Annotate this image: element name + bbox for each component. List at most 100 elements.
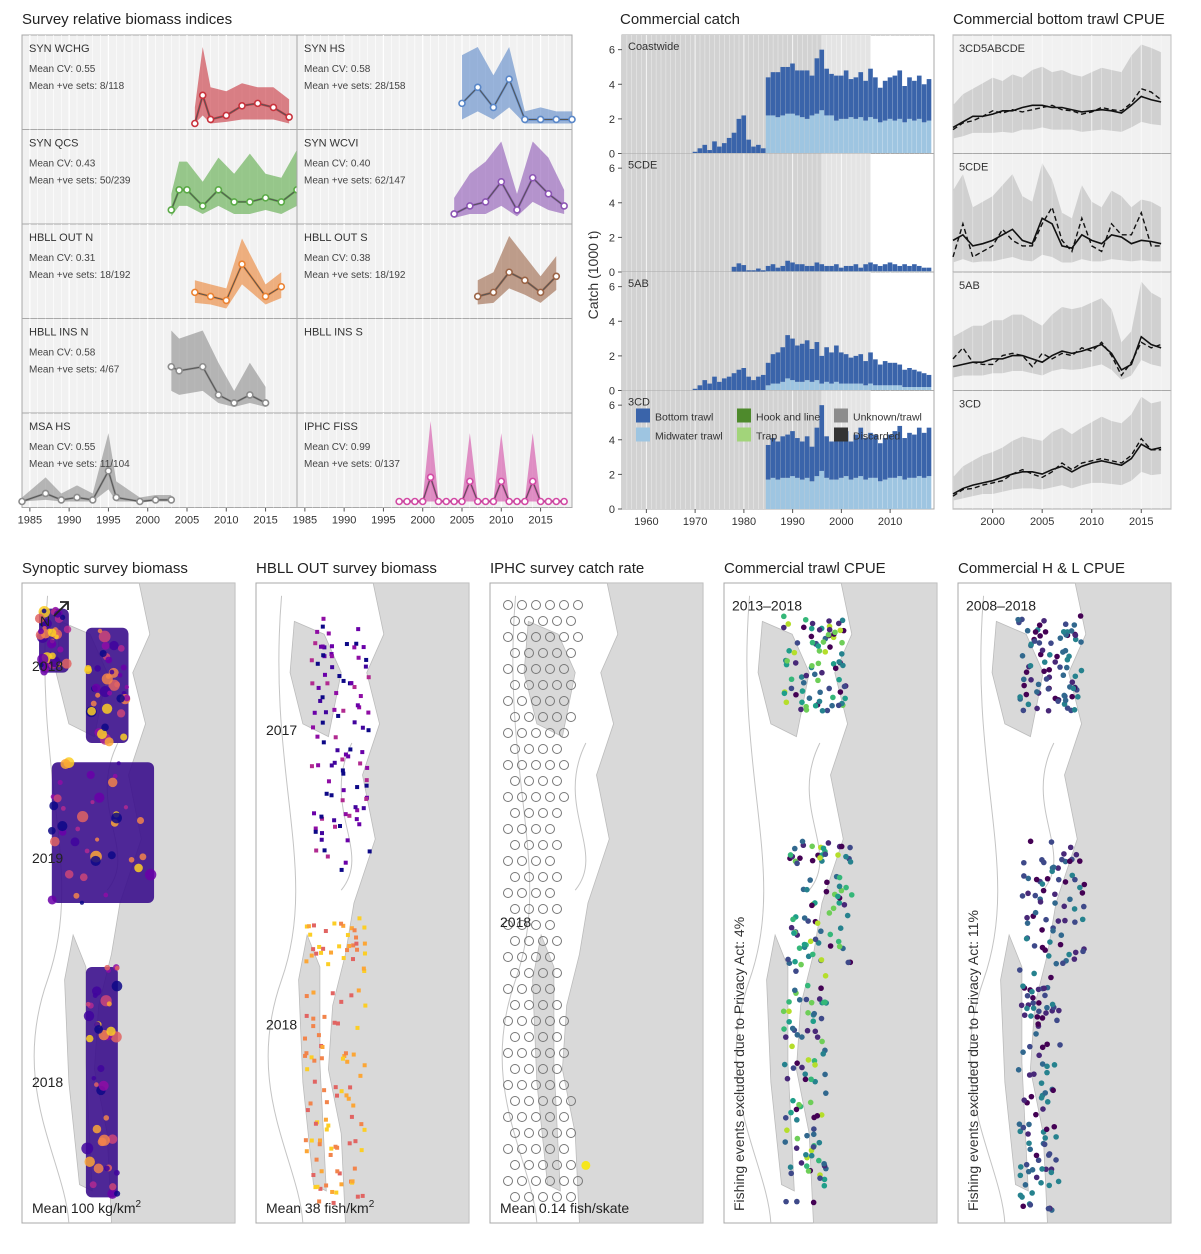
map-cpue-cell — [1063, 664, 1070, 671]
map-biomass-cell — [92, 1124, 102, 1134]
map-iphc-station — [503, 600, 513, 610]
map-cpue-cell — [1052, 900, 1058, 906]
map-panel: Commercial trawl CPUE 2013–2018 Fishing ev… — [723, 560, 938, 1224]
map-hbll-cell — [364, 657, 369, 662]
catch-bar-midwater — [804, 118, 810, 154]
catch-bar-midwater — [795, 381, 800, 391]
catch-bar-bottom — [868, 262, 873, 272]
map-hbll-cell — [329, 1146, 334, 1151]
catch-bar-midwater — [819, 470, 825, 509]
survey-mean-cv: Mean CV: 0.55 — [29, 442, 96, 453]
map-cpue-cell — [793, 1145, 800, 1151]
map-iphc-station — [559, 1176, 569, 1186]
catch-bar-bottom — [804, 436, 810, 478]
map-biomass-cell — [109, 640, 119, 651]
map-biomass-cell — [116, 761, 121, 766]
catch-bar-bottom — [848, 441, 854, 480]
map-iphc-station — [538, 1160, 548, 1170]
catch-bar-bottom — [907, 265, 912, 272]
map-hbll-cell — [353, 805, 358, 810]
map-cpue-cell — [1030, 1000, 1036, 1006]
map-cpue-cell — [1066, 951, 1072, 958]
map-hbll-cell — [355, 1025, 360, 1030]
catch-bar-bottom — [916, 371, 922, 388]
catch-bar-midwater — [926, 476, 932, 509]
catch-bar-bottom — [897, 70, 903, 119]
catch-bar-bottom — [829, 73, 834, 116]
map-cpue-cell — [784, 658, 790, 664]
map-cpue-cell — [798, 674, 805, 680]
map-cpue-cell — [848, 892, 855, 898]
survey-index-point — [442, 497, 451, 506]
catch-bar-bottom — [770, 438, 776, 478]
map-hbll-cell — [352, 1166, 357, 1171]
survey-index-point — [191, 119, 199, 128]
survey-mean-sets: Mean +ve sets: 11/104 — [29, 459, 130, 470]
map-cpue-cell — [1066, 858, 1073, 865]
catch-bar-bottom — [843, 265, 849, 272]
map-iphc-station — [566, 1128, 576, 1138]
map-cpue-cell — [1046, 652, 1053, 658]
map-cpue-cell — [1020, 1124, 1027, 1131]
survey-panel-label: HBLL INS S — [304, 327, 363, 339]
map-cpue-cell — [790, 1065, 797, 1071]
map-cpue-cell — [1028, 1093, 1035, 1100]
map-cpue-cell — [1023, 935, 1030, 942]
catch-title: Commercial catch — [620, 11, 740, 28]
catch-bar-bottom — [799, 343, 805, 382]
map-cpue-cell — [822, 1071, 828, 1078]
catch-y-tick-label: 0 — [609, 386, 615, 398]
map-cpue-cell — [820, 845, 827, 852]
catch-y-tick-label: 2 — [609, 469, 615, 481]
catch-bar-midwater — [814, 476, 820, 509]
map-cpue-cell — [816, 1157, 822, 1164]
map-year-label: 2018 — [32, 1074, 63, 1090]
map-cpue-cell — [1037, 899, 1044, 905]
map-hbll-cell — [311, 1016, 316, 1021]
map-cpue-cell — [1026, 1140, 1032, 1147]
map-hbll-cell — [304, 1149, 309, 1154]
cpue-standardized-line — [952, 443, 1162, 495]
catch-bar-bottom — [916, 427, 922, 477]
map-cpue-cell — [1073, 851, 1080, 858]
catch-bar-midwater — [853, 477, 859, 509]
map-hbll-cell — [311, 725, 316, 730]
map-hbll-cell — [326, 779, 331, 784]
survey-index-point — [521, 497, 529, 506]
map-hbll-cell — [318, 1138, 323, 1143]
map-cpue-cell — [822, 649, 829, 655]
map-hbll-cell — [364, 778, 369, 783]
catch-bar-bottom — [731, 132, 737, 154]
catch-panel: 5CDE 0 2 4 6 — [609, 153, 935, 279]
catch-bar-midwater — [785, 113, 790, 154]
map-biomass-cell — [63, 625, 72, 634]
map-cpue-cell — [1020, 983, 1026, 989]
catch-y-tick-label: 6 — [609, 45, 615, 57]
map-biomass-cell — [34, 613, 45, 624]
map-iphc-station — [524, 968, 534, 978]
map-iphc-station — [531, 1048, 541, 1058]
map-biomass-cell — [61, 658, 72, 669]
map-cpue-cell — [1078, 639, 1084, 645]
map-cpue-cell — [836, 900, 843, 906]
catch-bar-midwater — [882, 385, 888, 391]
map-iphc-station — [538, 808, 548, 818]
map-iphc-station — [524, 1160, 534, 1170]
map-biomass-cell — [120, 733, 128, 741]
map-cpue-cell — [1042, 992, 1048, 999]
map-cpue-cell — [824, 879, 830, 886]
map-iphc-station — [566, 680, 576, 690]
survey-x-tick-label: 1990 — [57, 515, 81, 527]
map-hbll-cell — [333, 1144, 338, 1149]
catch-bar-bottom — [877, 364, 883, 386]
map-cpue-cell — [1058, 932, 1065, 938]
map-biomass-cell — [91, 1076, 97, 1081]
map-hbll-cell — [309, 658, 314, 663]
survey-panel: HBLL OUT S Mean CV: 0.38 Mean +ve sets: 18… — [296, 223, 573, 319]
catch-bar-bottom — [912, 264, 917, 272]
map-iphc-station — [552, 904, 562, 914]
map-iphc-station — [524, 712, 534, 722]
map-iphc-station — [559, 1080, 569, 1090]
catch-legend-swatch — [636, 427, 650, 442]
map-biomass-cell — [86, 1034, 94, 1043]
